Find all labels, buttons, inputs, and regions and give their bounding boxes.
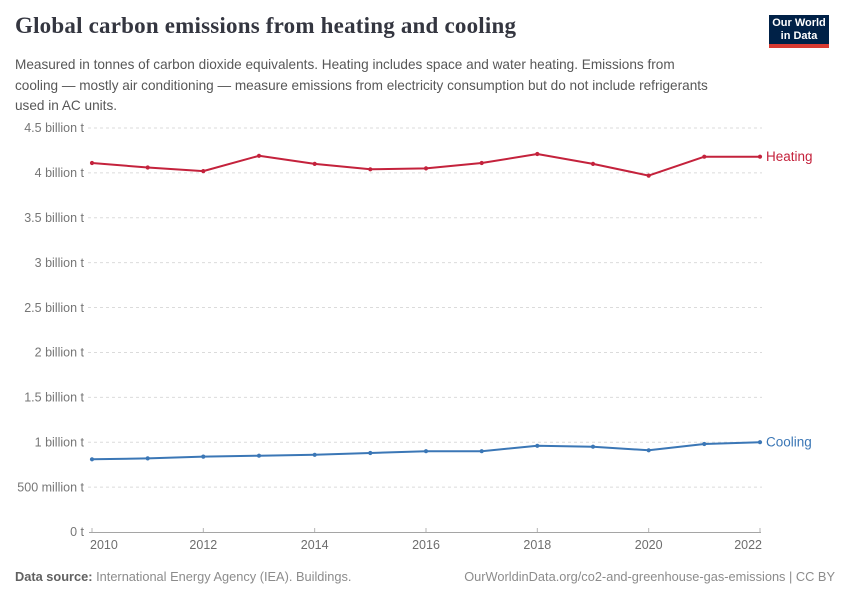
data-point-heating-2016[interactable] — [423, 166, 429, 171]
data-point-cooling-2016[interactable] — [423, 449, 429, 454]
y-axis-tick-label: 2 billion t — [35, 346, 85, 360]
data-point-cooling-2019[interactable] — [590, 444, 596, 449]
data-point-cooling-2021[interactable] — [702, 441, 707, 447]
owid-logo[interactable]: Our World in Data — [769, 15, 829, 48]
y-axis-tick-label: 4 billion t — [35, 166, 85, 180]
y-axis-tick-label: 4.5 billion t — [24, 121, 84, 135]
data-point-cooling-2014[interactable] — [312, 452, 317, 457]
x-axis-tick-label: 2010 — [90, 538, 118, 552]
owid-logo-line1: Our World — [772, 17, 826, 29]
y-axis-tick-label: 3 billion t — [35, 256, 85, 270]
x-axis-tick-label: 2012 — [189, 538, 217, 552]
data-point-cooling-2011[interactable] — [145, 456, 150, 461]
footer-citation-link[interactable]: OurWorldinData.org/co2-and-greenhouse-ga… — [464, 569, 835, 584]
x-axis-tick-label: 2020 — [635, 538, 663, 552]
data-point-heating-2015[interactable] — [368, 167, 373, 172]
y-axis-tick-label: 0 t — [70, 525, 84, 539]
data-source: Data source: International Energy Agency… — [15, 569, 351, 584]
data-point-heating-2010[interactable] — [89, 160, 95, 166]
series-label-cooling[interactable]: Cooling — [766, 435, 812, 450]
chart-title: Global carbon emissions from heating and… — [15, 13, 517, 38]
y-axis-tick-label: 500 million t — [17, 480, 84, 494]
data-point-cooling-2010[interactable] — [89, 457, 95, 462]
data-point-cooling-2013[interactable] — [256, 453, 262, 458]
chart-subtitle: Measured in tonnes of carbon dioxide equ… — [15, 57, 708, 113]
data-point-heating-2019[interactable] — [590, 161, 596, 166]
data-point-heating-2018[interactable] — [535, 151, 540, 157]
data-source-label: Data source: — [15, 569, 93, 584]
series-line-heating — [91, 153, 761, 177]
data-point-cooling-2012[interactable] — [201, 454, 206, 459]
y-axis-tick-label: 1 billion t — [35, 435, 85, 449]
data-point-heating-2022[interactable] — [757, 154, 763, 159]
data-point-heating-2021[interactable] — [702, 154, 707, 159]
data-point-cooling-2022[interactable] — [757, 440, 763, 445]
data-source-text: International Energy Agency (IEA). Build… — [92, 569, 352, 584]
data-point-cooling-2017[interactable] — [479, 449, 484, 454]
chart-footer: Data source: International Energy Agency… — [15, 569, 835, 584]
data-point-cooling-2020[interactable] — [646, 448, 651, 453]
y-axis-tick-label: 3.5 billion t — [24, 211, 84, 225]
owid-logo-line2: in Data — [780, 29, 818, 42]
x-axis-tick-label: 2022 — [734, 538, 762, 552]
data-point-heating-2014[interactable] — [312, 161, 317, 166]
data-point-heating-2013[interactable] — [256, 153, 262, 158]
y-axis-tick-label: 1.5 billion t — [24, 391, 84, 405]
series-label-heating[interactable]: Heating — [766, 149, 813, 164]
x-axis-tick-label: 2018 — [523, 538, 551, 552]
data-point-heating-2020[interactable] — [646, 173, 651, 178]
data-point-heating-2017[interactable] — [479, 160, 484, 166]
y-axis-tick-label: 2.5 billion t — [24, 301, 84, 315]
data-point-heating-2012[interactable] — [201, 169, 206, 174]
data-point-heating-2011[interactable] — [145, 165, 150, 170]
x-axis-tick-label: 2014 — [301, 538, 329, 552]
data-point-cooling-2015[interactable] — [368, 450, 373, 456]
data-point-cooling-2018[interactable] — [535, 443, 540, 448]
x-axis-tick-label: 2016 — [412, 538, 440, 552]
